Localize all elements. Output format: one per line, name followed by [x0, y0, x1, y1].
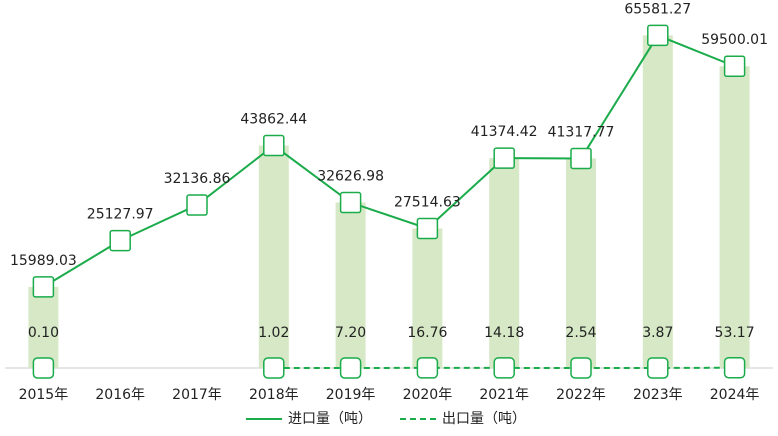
x-tick-label: 2023年 — [633, 387, 683, 403]
point — [417, 218, 437, 238]
data-label: 53.17 — [715, 325, 755, 341]
x-tick-label: 2017年 — [172, 387, 222, 403]
data-label: 14.18 — [484, 325, 524, 341]
bar — [720, 66, 750, 368]
point — [264, 358, 284, 378]
x-tick-label: 2022年 — [556, 387, 606, 403]
data-label: 27514.63 — [394, 194, 461, 210]
data-label: 15989.03 — [10, 253, 77, 269]
point — [264, 136, 284, 156]
data-label: 32626.98 — [317, 169, 384, 185]
data-label: 43862.44 — [240, 112, 307, 128]
x-tick-label: 2016年 — [95, 387, 145, 403]
point — [110, 231, 130, 251]
bar — [336, 203, 366, 368]
point — [725, 56, 745, 76]
point — [725, 358, 745, 378]
data-label: 32136.86 — [164, 171, 231, 187]
point — [341, 193, 361, 213]
point — [341, 358, 361, 378]
point — [648, 25, 668, 45]
data-label: 41374.42 — [471, 124, 538, 140]
point — [417, 358, 437, 378]
legend-label: 进口量（吨） — [288, 411, 372, 427]
point — [494, 148, 514, 168]
data-label: 2.54 — [565, 325, 596, 341]
data-label: 59500.01 — [701, 32, 768, 48]
x-tick-label: 2024年 — [710, 387, 760, 403]
data-label: 16.76 — [407, 325, 447, 341]
x-tick-label: 2018年 — [249, 387, 299, 403]
data-label: 65581.27 — [624, 1, 691, 17]
x-tick-label: 2019年 — [326, 387, 376, 403]
series-line — [43, 35, 734, 287]
bar — [643, 35, 673, 368]
x-tick-label: 2021年 — [479, 387, 529, 403]
x-tick-label: 2015年 — [19, 387, 69, 403]
x-tick-label: 2020年 — [403, 387, 453, 403]
data-label: 41317.77 — [548, 124, 615, 140]
point — [571, 148, 591, 168]
point — [33, 277, 53, 297]
data-label: 25127.97 — [87, 207, 154, 223]
point — [648, 358, 668, 378]
data-label: 0.10 — [28, 325, 59, 341]
point — [187, 195, 207, 215]
point — [33, 358, 53, 378]
legend-label: 出口量（吨） — [442, 411, 526, 427]
data-label: 3.87 — [642, 325, 673, 341]
data-label: 7.20 — [335, 325, 366, 341]
data-label: 1.02 — [258, 325, 289, 341]
point — [494, 358, 514, 378]
bar — [412, 228, 442, 368]
point — [571, 358, 591, 378]
